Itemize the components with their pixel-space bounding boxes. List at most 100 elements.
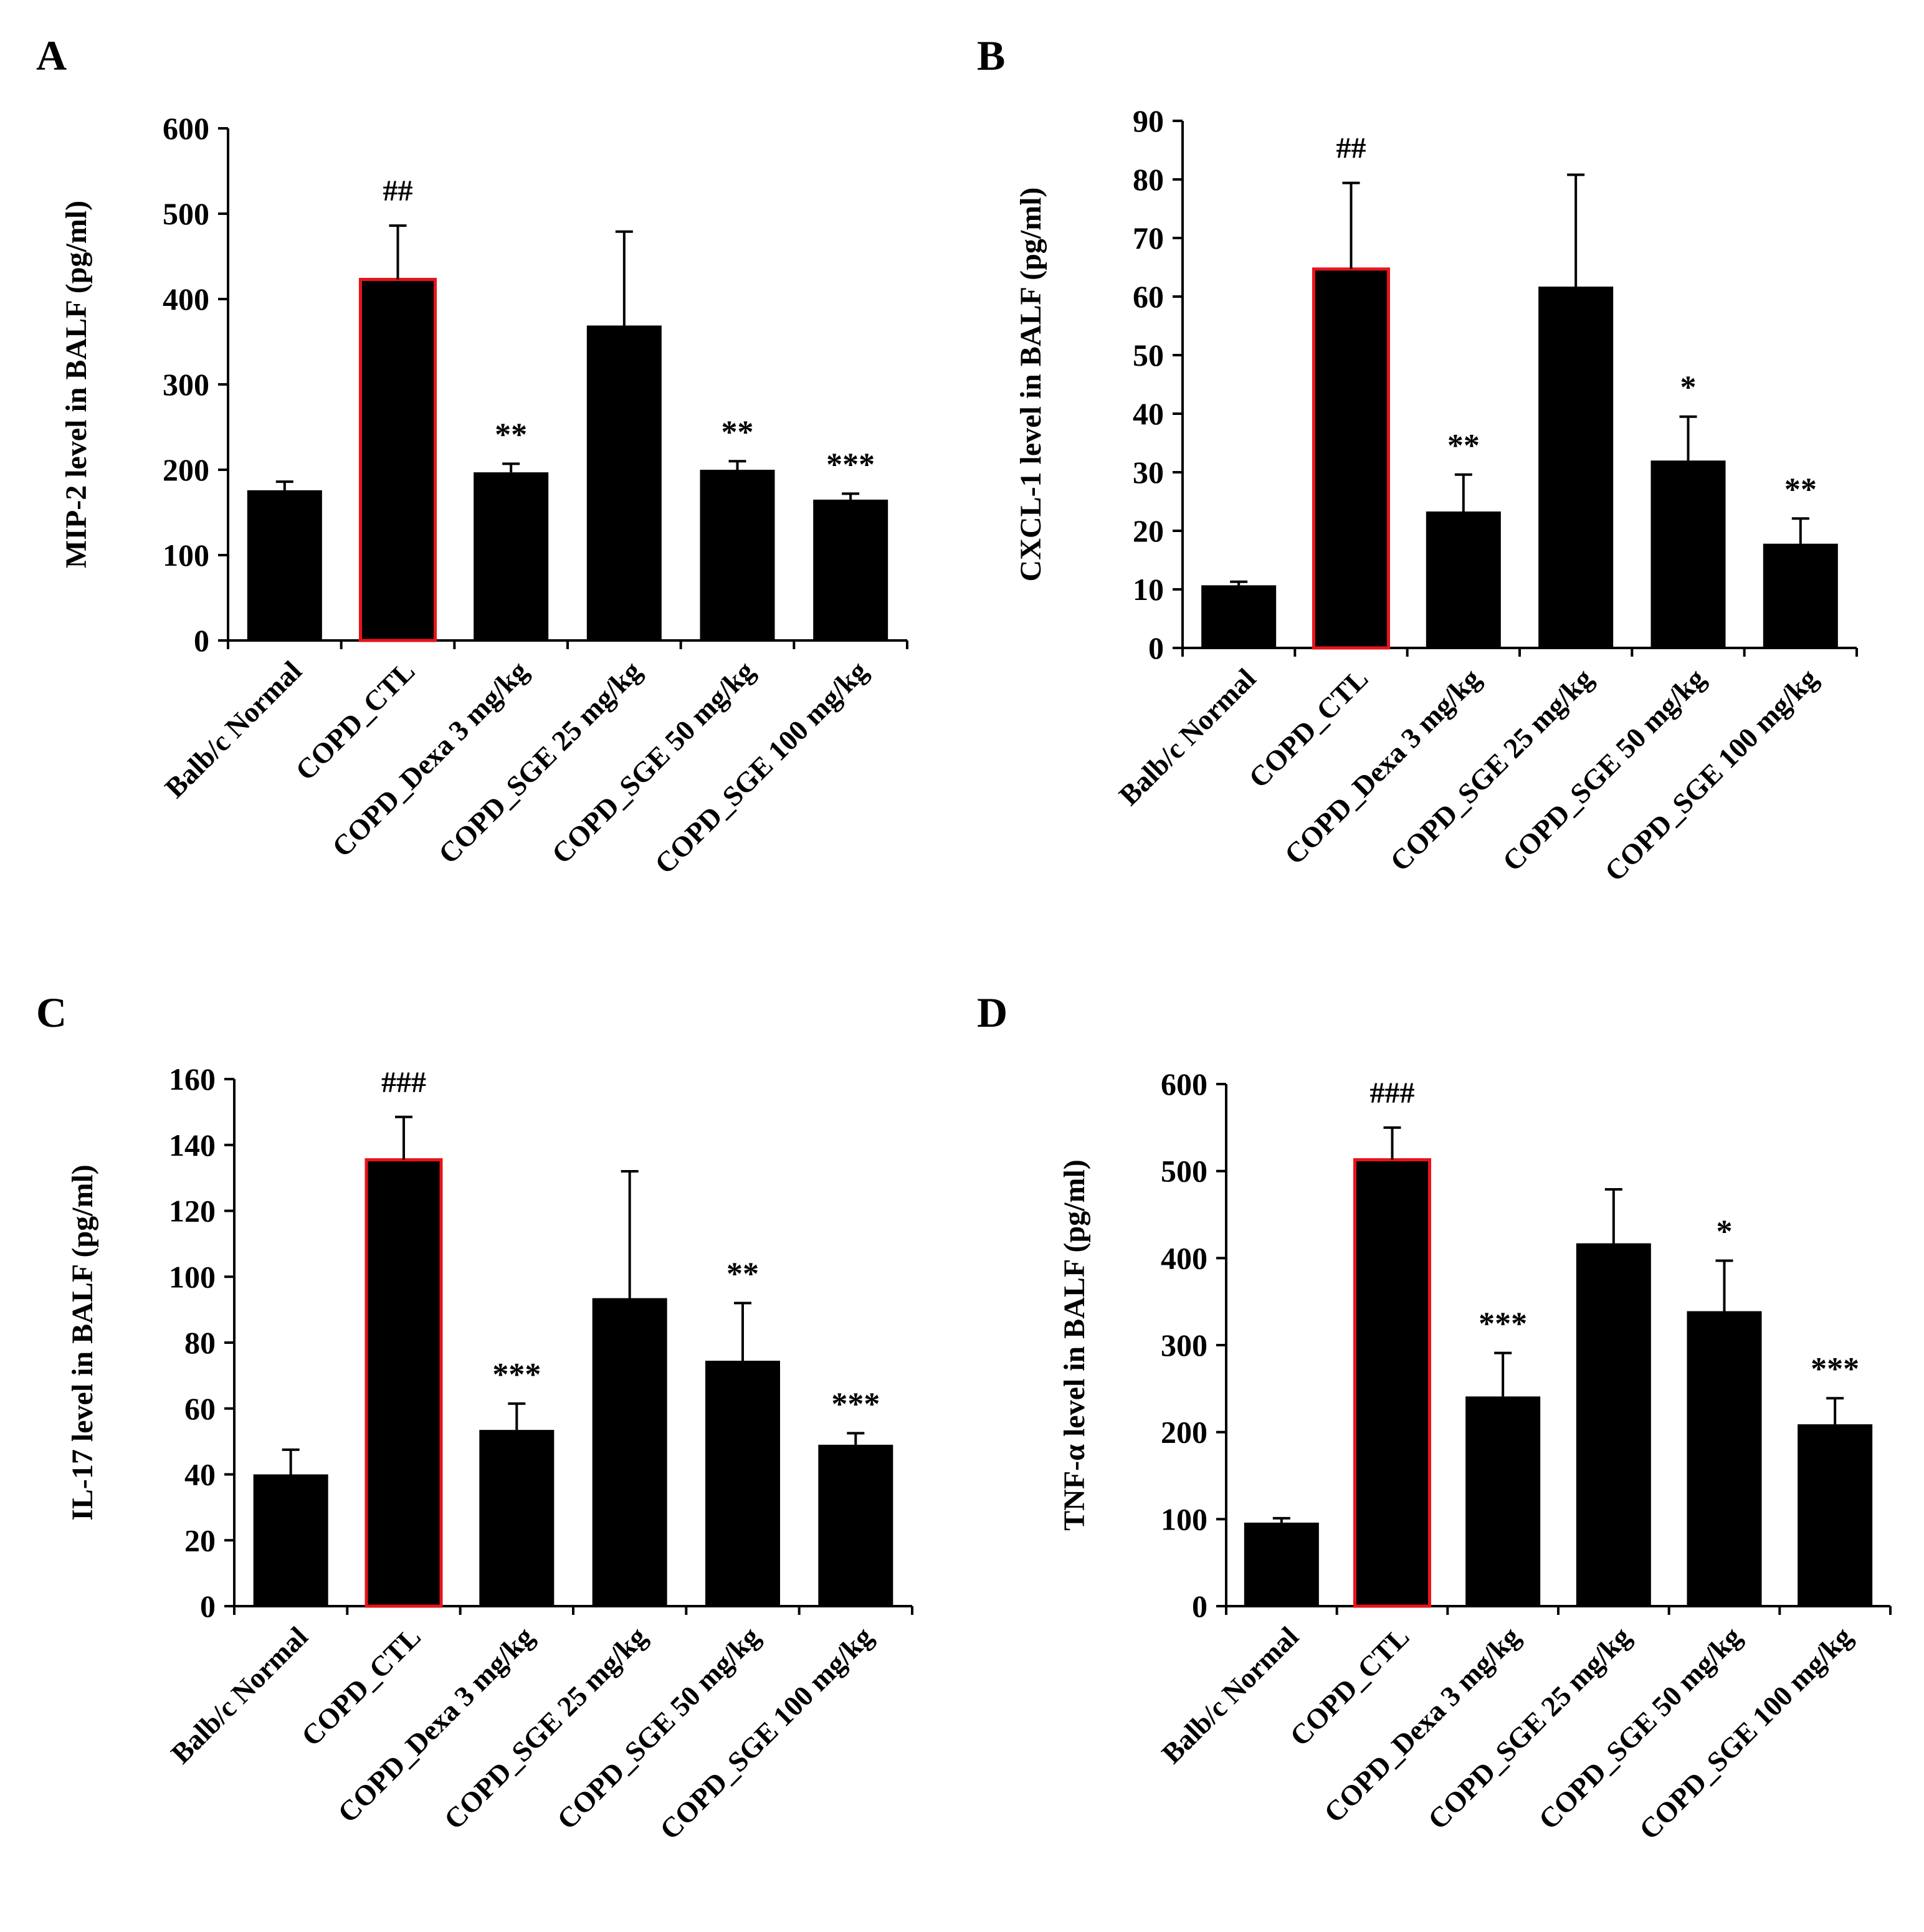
panel-c: C IL-17 level in BALF (pg/ml) 0 20 40 60 80 100… (36, 989, 913, 1845)
panel-d-copd-sge-100-mg-kg-bar (1798, 1424, 1873, 1606)
panel-c-copd-ctl-significance: ### (381, 1066, 426, 1099)
panel-b-copd-sge-100-mg-kg-significance: ** (1784, 472, 1817, 507)
panel-b-copd-ctl-bar (1312, 267, 1390, 650)
panel-d-balb-c-normal-bar (1244, 1522, 1319, 1606)
panel-d-copd-dexa-3-mg-kg-category-label: COPD_Dexa 3 mg/kg (1318, 1620, 1526, 1829)
panel-a-copd-sge-25-mg-kg-category-label: COPD_SGE 25 mg/kg (432, 655, 647, 870)
panel-d-copd-sge-50-mg-kg-bar (1687, 1311, 1762, 1606)
panel-a-y-tick-label: 400 (163, 282, 209, 316)
panel-b-copd-dexa-3-mg-kg-significance: ** (1447, 428, 1480, 464)
panel-b-y-tick-label: 80 (1133, 162, 1164, 197)
panel-b-y-tick-label: 30 (1133, 455, 1164, 490)
panel-d-y-tick-label: 200 (1161, 1415, 1207, 1450)
panel-c-y-tick-label: 0 (200, 1589, 216, 1624)
panel-b-y-tick-label: 40 (1133, 396, 1164, 431)
panel-a-y-tick-label: 500 (163, 196, 209, 231)
panel-b-balb-c-normal-category-label: Balb/c Normal (1113, 662, 1262, 811)
panel-b-y-tick-label: 70 (1133, 221, 1164, 255)
panel-d-copd-dexa-3-mg-kg-bar (1465, 1396, 1541, 1606)
panel-b-copd-sge-25-mg-kg-bar (1538, 287, 1614, 648)
panel-d-copd-ctl-significance: ### (1370, 1077, 1415, 1110)
panel-a-copd-ctl-bar (359, 277, 437, 642)
panel-c-copd-dexa-3-mg-kg-category-label: COPD_Dexa 3 mg/kg (331, 1620, 540, 1829)
panel-c-copd-sge-50-mg-kg-bar (705, 1361, 780, 1606)
panel-c-copd-sge-25-mg-kg-bar (592, 1298, 667, 1606)
panel-b: B CXCL-1 level in BALF (pg/ml) 0 10 20 30 40 50… (977, 32, 1858, 887)
panel-b-y-tick-label: 0 (1148, 631, 1164, 665)
panel-b-copd-sge-50-mg-kg-significance: * (1680, 370, 1697, 406)
panel-d-y-tick-label: 0 (1192, 1589, 1207, 1624)
panel-a-copd-sge-100-mg-kg-category-label: COPD_SGE 100 mg/kg (649, 655, 874, 880)
panel-a-y-tick-label: 600 (163, 111, 209, 146)
panel-c-y-tick-label: 120 (169, 1194, 216, 1229)
panel-b-copd-ctl-significance: ## (1336, 132, 1366, 165)
panel-c-copd-sge-100-mg-kg-bar (818, 1444, 893, 1606)
panel-a-y-tick-label: 0 (194, 623, 209, 658)
panel-d-y-tick-label: 400 (1161, 1240, 1207, 1275)
panel-a-copd-dexa-3-mg-kg-significance: ** (495, 417, 527, 452)
panel-c-y-tick-label: 140 (169, 1128, 216, 1163)
panel-a-copd-sge-100-mg-kg-bar (813, 499, 888, 640)
panel-b-label: B (977, 32, 1005, 79)
panel-b-y-tick-label: 20 (1133, 513, 1164, 548)
panel-b-copd-sge-100-mg-kg-category-label: COPD_SGE 100 mg/kg (1599, 662, 1824, 887)
panel-b-copd-dexa-3-mg-kg-category-label: COPD_Dexa 3 mg/kg (1279, 662, 1487, 870)
panel-d-y-tick-label: 300 (1161, 1328, 1207, 1363)
panel-a-copd-dexa-3-mg-kg-bar (474, 472, 549, 640)
panel-b-copd-sge-100-mg-kg-bar (1763, 543, 1838, 648)
panel-d-copd-sge-25-mg-kg-category-label: COPD_SGE 25 mg/kg (1422, 1620, 1637, 1835)
panel-d-y-tick-label: 600 (1161, 1067, 1207, 1102)
panel-a-label: A (36, 32, 67, 79)
panel-a-y-axis-title: MIP-2 level in BALF (pg/ml) (60, 201, 93, 568)
panel-c-y-tick-label: 60 (184, 1391, 216, 1426)
panel-d-copd-ctl-bar (1353, 1158, 1431, 1608)
panel-a-copd-sge-100-mg-kg-significance: *** (826, 447, 875, 482)
panel-d: D TNF-α level in BALF (pg/ml) 0 100 200 300 40… (977, 989, 1892, 1845)
panel-d-copd-sge-25-mg-kg-bar (1576, 1243, 1651, 1606)
panel-a-copd-sge-50-mg-kg-category-label: COPD_SGE 50 mg/kg (545, 655, 760, 870)
panel-b-y-tick-label: 10 (1133, 572, 1164, 607)
panel-d-copd-sge-100-mg-kg-significance: *** (1811, 1351, 1859, 1387)
panel-b-y-tick-label: 90 (1133, 103, 1164, 138)
panel-c-copd-sge-50-mg-kg-category-label: COPD_SGE 50 mg/kg (551, 1620, 766, 1835)
panel-a-balb-c-normal-bar (247, 490, 322, 640)
panel-d-copd-dexa-3-mg-kg-significance: *** (1479, 1306, 1527, 1342)
panel-b-copd-sge-50-mg-kg-category-label: COPD_SGE 50 mg/kg (1496, 662, 1711, 877)
panel-a-y-tick-label: 300 (163, 367, 209, 402)
panel-a: A MIP-2 level in BALF (pg/ml) 0 100 200 300 40… (36, 32, 908, 880)
panel-a-copd-sge-50-mg-kg-significance: ** (722, 414, 754, 450)
panel-c-copd-sge-25-mg-kg-category-label: COPD_SGE 25 mg/kg (438, 1620, 653, 1835)
panel-d-y-axis-title: TNF-α level in BALF (pg/ml) (1058, 1159, 1091, 1531)
panel-c-copd-sge-50-mg-kg-significance: ** (726, 1257, 759, 1292)
panel-d-label: D (977, 989, 1007, 1036)
panel-b-y-tick-label: 60 (1133, 279, 1164, 314)
panel-c-y-tick-label: 100 (169, 1259, 216, 1294)
panel-a-balb-c-normal-category-label: Balb/c Normal (159, 655, 308, 804)
panel-a-copd-sge-50-mg-kg-bar (700, 470, 775, 640)
panel-c-y-axis-title: IL-17 level in BALF (pg/ml) (66, 1164, 99, 1521)
panel-b-y-tick-label: 50 (1133, 338, 1164, 373)
panel-d-y-tick-label: 100 (1161, 1501, 1207, 1536)
panel-c-copd-sge-100-mg-kg-category-label: COPD_SGE 100 mg/kg (654, 1620, 879, 1845)
panel-a-copd-dexa-3-mg-kg-category-label: COPD_Dexa 3 mg/kg (326, 655, 534, 863)
panel-a-y-tick-label: 200 (163, 452, 209, 487)
panel-b-balb-c-normal-bar (1201, 585, 1277, 648)
panel-c-copd-dexa-3-mg-kg-significance: *** (492, 1357, 541, 1392)
panel-b-copd-sge-25-mg-kg-category-label: COPD_SGE 25 mg/kg (1384, 662, 1599, 877)
panel-c-copd-ctl-bar (364, 1158, 443, 1608)
panel-c-y-tick-label: 80 (184, 1325, 216, 1360)
panel-c-y-tick-label: 160 (169, 1062, 216, 1097)
panel-c-y-tick-label: 40 (184, 1457, 216, 1492)
panel-c-copd-dexa-3-mg-kg-bar (479, 1430, 555, 1606)
panel-d-copd-sge-50-mg-kg-category-label: COPD_SGE 50 mg/kg (1532, 1620, 1747, 1835)
panel-d-y-tick-label: 500 (1161, 1154, 1207, 1189)
panel-c-balb-c-normal-bar (253, 1474, 328, 1606)
panel-c-copd-sge-100-mg-kg-significance: *** (831, 1386, 880, 1422)
panel-a-copd-sge-25-mg-kg-bar (586, 325, 662, 640)
panel-d-copd-sge-100-mg-kg-category-label: COPD_SGE 100 mg/kg (1633, 1620, 1858, 1845)
panel-c-balb-c-normal-category-label: Balb/c Normal (164, 1620, 313, 1769)
panel-b-copd-dexa-3-mg-kg-bar (1426, 511, 1501, 648)
panel-b-y-axis-title: CXCL-1 level in BALF (pg/ml) (1014, 188, 1047, 582)
panel-d-copd-sge-50-mg-kg-significance: * (1717, 1214, 1733, 1250)
